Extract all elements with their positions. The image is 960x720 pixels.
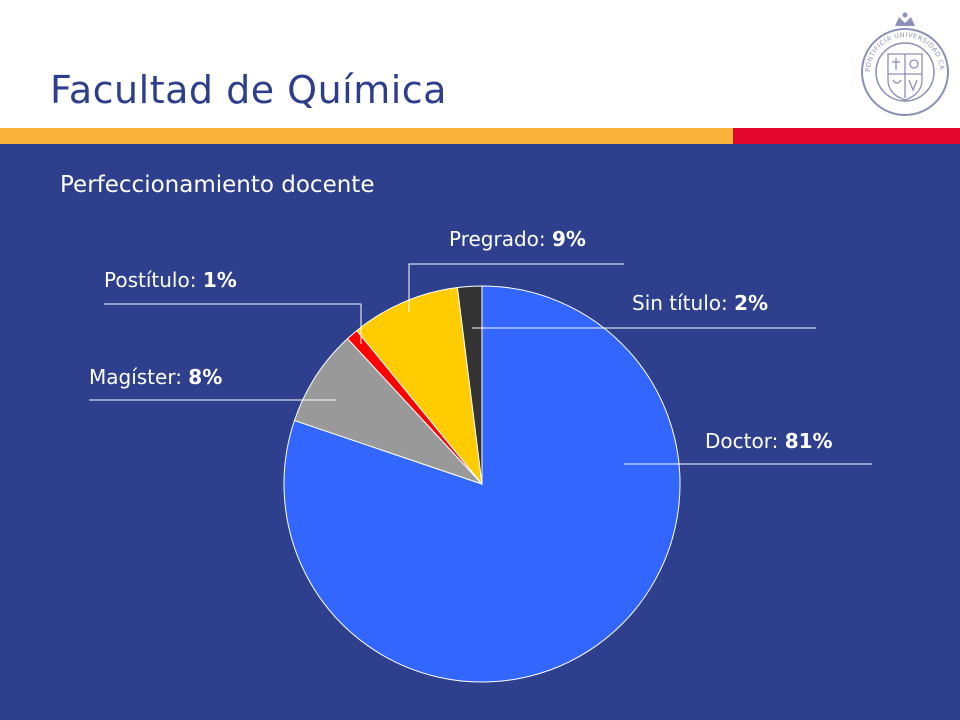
data-label-magister: Magíster: 8% [89, 365, 222, 389]
data-label-name: Doctor: [705, 429, 785, 453]
leader-line-postitulo [104, 303, 362, 344]
seal-crown-icon [895, 17, 915, 26]
seal-inner-ring [875, 42, 935, 102]
header-stripe-red [733, 128, 960, 144]
data-label-name: Sin título: [632, 291, 734, 315]
university-seal-logo: PONTIFICIA UNIVERSIDAD CATÓLICA DE CHILE [858, 8, 949, 116]
seal-shield-icon [887, 53, 923, 101]
data-label-postitulo: Postítulo: 1% [104, 268, 237, 292]
data-label-value: 8% [188, 365, 222, 389]
leader-line-pregrado [408, 263, 624, 312]
data-label-value: 2% [734, 291, 768, 315]
chart-title: Perfeccionamiento docente [60, 172, 375, 198]
data-label-pregrado: Pregrado: 9% [449, 227, 586, 251]
data-label-value: 9% [552, 227, 586, 251]
pie-slice-sin-titulo [456, 285, 483, 485]
pie-slice-magister [293, 337, 483, 485]
data-label-name: Postítulo: [104, 268, 203, 292]
page-title: Facultad de Química [50, 68, 447, 112]
header-stripe-orange [0, 128, 733, 144]
slide-header: Facultad de Química PONTIFICIA UNIVERSID… [0, 0, 960, 128]
seal-cross-icon [902, 12, 908, 18]
data-label-value: 81% [785, 429, 833, 453]
data-label-name: Pregrado: [449, 227, 552, 251]
data-label-value: 1% [203, 268, 237, 292]
seal-outer-ring [861, 28, 949, 116]
data-label-sin-titulo: Sin título: 2% [632, 291, 768, 315]
pie-slice-pregrado [356, 286, 483, 486]
data-label-doctor: Doctor: 81% [705, 429, 833, 453]
data-label-name: Magíster: [89, 365, 188, 389]
